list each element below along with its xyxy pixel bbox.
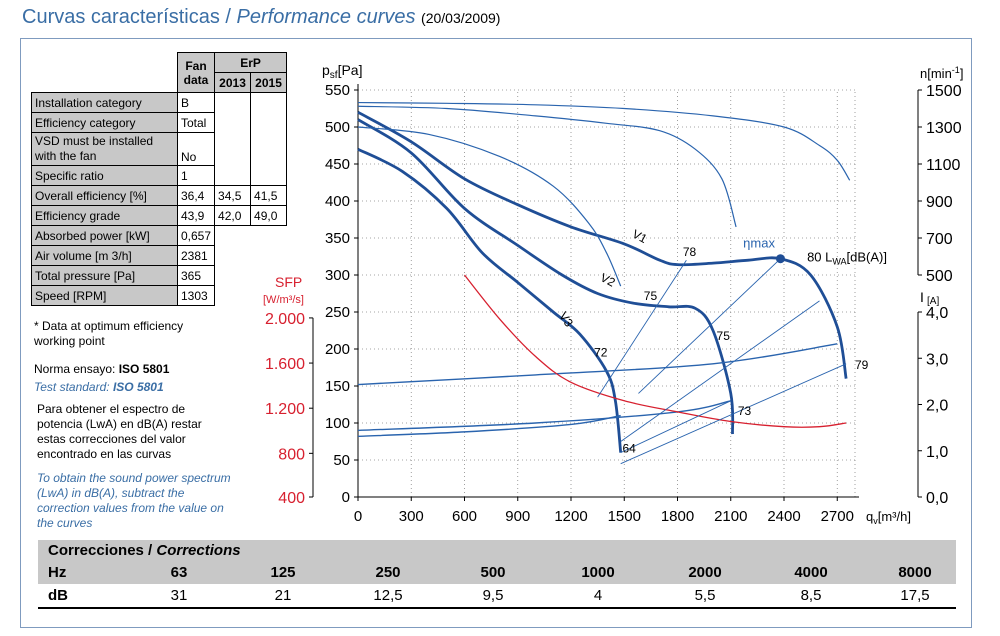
y-tick-label: 250 xyxy=(325,304,350,321)
x-axis-title: qv[m³/h] xyxy=(866,509,911,526)
x-tick-label: 2700 xyxy=(821,508,854,525)
series-rpm-curve xyxy=(357,105,737,228)
series-current-curve xyxy=(357,414,621,438)
x-tick-label: 1500 xyxy=(608,508,641,525)
rpm-tick-label: 500 xyxy=(926,268,953,285)
y-tick-label: 300 xyxy=(325,267,350,284)
title-date: (20/03/2009) xyxy=(421,10,501,26)
x-tick-label: 300 xyxy=(399,508,424,525)
norma-note: Norma ensayo: ISO 5801 xyxy=(34,362,170,376)
page-title: Curvas características / Performance cur… xyxy=(22,6,500,29)
y-tick-label: 200 xyxy=(325,341,350,358)
table-row: Efficiency category Total xyxy=(31,112,287,133)
series-main-curve xyxy=(357,147,623,453)
sfp-axis-title: SFP xyxy=(275,274,302,290)
y-tick-label: 150 xyxy=(325,378,350,395)
x-tick-label: 2100 xyxy=(714,508,747,525)
curve-label: 78 xyxy=(683,245,697,259)
corrections-hz-row: Hz 63 125 250 500 1000 2000 4000 8000 xyxy=(38,562,956,584)
col-2015-header: 2015 xyxy=(250,72,288,93)
curve-label: 79 xyxy=(855,358,869,372)
x-tick-label: 2400 xyxy=(767,508,800,525)
col-fan-header: Fan data xyxy=(176,52,216,93)
current-tick-label: 1,0 xyxy=(926,444,948,461)
spec-table: Fan data ErP 2013 2015 Installation categ… xyxy=(31,52,288,306)
eta-max-point xyxy=(775,254,785,264)
x-tick-label: 0 xyxy=(354,508,362,525)
y-axis-title: psf[Pa] xyxy=(322,62,362,81)
title-en: Performance curves xyxy=(236,6,416,28)
series-eff-curve xyxy=(597,259,687,398)
curve-label: 75 xyxy=(717,329,731,343)
title-es: Curvas características xyxy=(22,6,220,28)
x-tick-label: 900 xyxy=(505,508,530,525)
optimum-note: * Data at optimum efficiency working poi… xyxy=(34,319,184,348)
corrections-table: Correcciones / Corrections Hz 63 125 250… xyxy=(38,540,956,609)
series-sfp-curve xyxy=(463,274,847,428)
rpm-tick-label: 900 xyxy=(926,194,953,211)
curve-label: 75 xyxy=(644,289,658,303)
curve-label: 73 xyxy=(738,404,752,418)
table-row: VSD must be installed with the fan No xyxy=(31,132,287,166)
series-eff-curve xyxy=(620,400,731,454)
table-row: Air volume [m 3/h] 2381 xyxy=(31,245,287,266)
col-erp-header: ErP xyxy=(214,52,288,73)
corrections-header: Correcciones / Corrections xyxy=(38,540,956,562)
sfp-tick-label: 800 xyxy=(278,446,305,463)
x-tick-label: 1800 xyxy=(661,508,694,525)
current-tick-label: 0,0 xyxy=(926,490,948,507)
table-row: Total pressure [Pa] 365 xyxy=(31,265,287,286)
table-row: Specific ratio 1 xyxy=(31,165,287,186)
current-axis-title: I xyxy=(920,289,924,305)
y-tick-label: 100 xyxy=(325,415,350,432)
series-rpm-curve xyxy=(357,126,622,287)
series-current-curve xyxy=(357,400,731,432)
table-row: Speed [RPM] 1303 xyxy=(31,285,287,306)
table-row: Overall efficiency [%] 36,4 34,5 41,5 xyxy=(31,185,288,206)
curve-label: V1 xyxy=(630,227,650,246)
sfp-axis-unit: [W/m³/s] xyxy=(263,294,304,306)
series-eff-curve xyxy=(620,363,847,465)
rpm-tick-label: 1500 xyxy=(926,83,962,100)
y-tick-label: 0 xyxy=(342,489,350,506)
current-tick-label: 2,0 xyxy=(926,398,948,415)
curve-label: V2 xyxy=(598,270,618,289)
y-tick-label: 50 xyxy=(333,452,350,469)
current-axis-unit: [A] xyxy=(927,296,939,307)
y-tick-label: 500 xyxy=(325,119,350,136)
series-eff-curve xyxy=(638,258,781,394)
eta-max-label: ηmax xyxy=(743,236,775,251)
rpm-tick-label: 1300 xyxy=(926,120,962,137)
title-sep: / xyxy=(219,6,237,28)
y-tick-label: 350 xyxy=(325,230,350,247)
current-tick-label: 3,0 xyxy=(926,351,948,368)
correction-note-es: Para obtener el espectro de potencia (Lw… xyxy=(37,402,202,461)
curve-label: 72 xyxy=(594,345,608,359)
series-eff-curve xyxy=(620,300,820,442)
y-tick-label: 400 xyxy=(325,193,350,210)
series-main-curve xyxy=(357,118,735,435)
y-tick-label: 450 xyxy=(325,156,350,173)
x-tick-label: 600 xyxy=(452,508,477,525)
table-row: Absorbed power [kW] 0,657 xyxy=(31,225,287,246)
test-standard-note: Test standard: ISO 5801 xyxy=(34,380,164,394)
sfp-tick-label: 1.200 xyxy=(265,401,305,418)
series-rpm-curve xyxy=(357,101,851,181)
sfp-tick-label: 1.600 xyxy=(265,356,305,373)
corrections-db-row: dB 31 21 12,5 9,5 4 5,5 8,5 17,5 xyxy=(38,585,956,609)
sfp-tick-label: 400 xyxy=(278,490,305,507)
rpm-tick-label: 700 xyxy=(926,231,953,248)
series-main-curve xyxy=(357,110,848,379)
sfp-tick-label: 2.000 xyxy=(265,311,305,328)
performance-chart: 0 50 100 150 200 250 300 350 400 450 500 550 0 300 600… xyxy=(263,62,963,526)
rpm-axis-title: n[min-1] xyxy=(920,65,963,81)
curve-label: 64 xyxy=(622,442,636,456)
x-tick-label: 1200 xyxy=(554,508,587,525)
lwa-label: 80 LWA[dB(A)] xyxy=(807,250,887,267)
current-tick-label: 4,0 xyxy=(926,305,948,322)
rpm-tick-label: 1100 xyxy=(926,157,961,174)
correction-note-en: To obtain the sound power spectrum (LwA)… xyxy=(37,471,231,530)
content-frame xyxy=(20,38,972,628)
y-tick-label: 550 xyxy=(325,82,350,99)
